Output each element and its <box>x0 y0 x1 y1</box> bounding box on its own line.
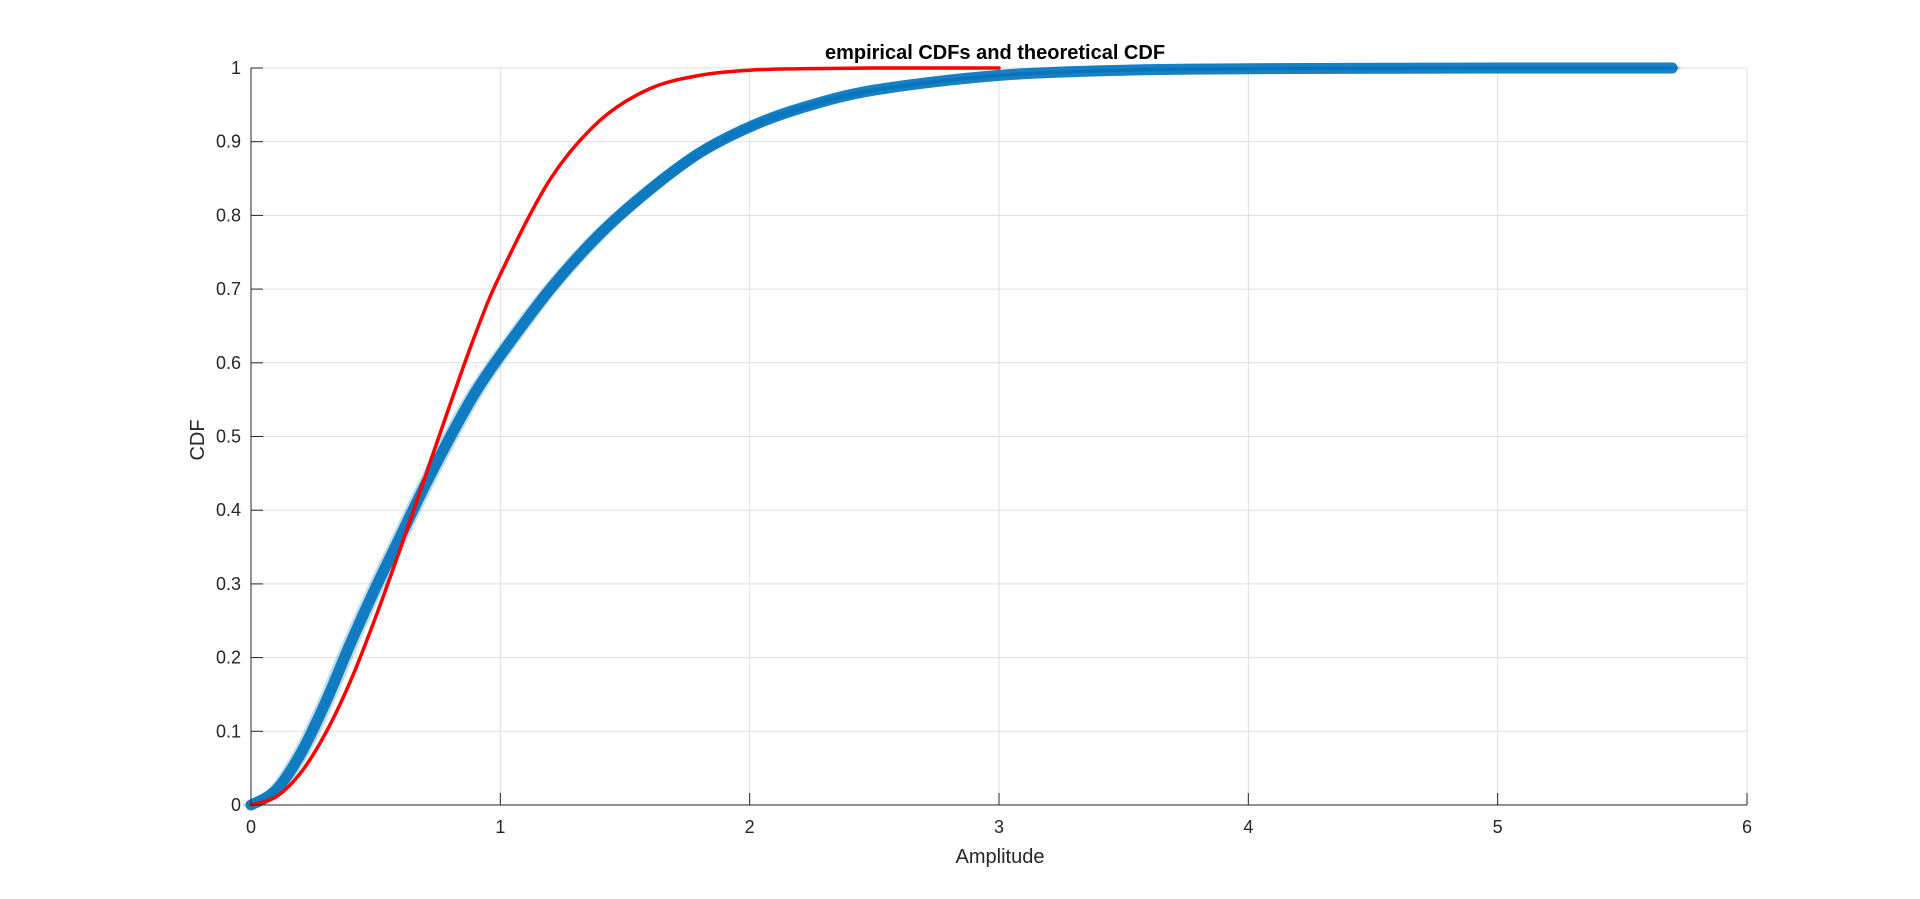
y-tick-label: 1 <box>231 58 241 78</box>
x-tick-label: 6 <box>1742 817 1752 837</box>
series-layer <box>242 62 1681 811</box>
y-tick-label: 0 <box>231 795 241 815</box>
x-tick-label: 0 <box>246 817 256 837</box>
x-tick-label: 4 <box>1243 817 1253 837</box>
y-tick-label: 0.2 <box>216 648 241 668</box>
y-tick-label: 0.5 <box>216 427 241 447</box>
y-tick-label: 0.6 <box>216 353 241 373</box>
y-tick-label: 0.3 <box>216 574 241 594</box>
x-tick-label: 3 <box>994 817 1004 837</box>
y-tick-label: 0.8 <box>216 205 241 225</box>
x-tick-label: 2 <box>745 817 755 837</box>
y-tick-label: 0.1 <box>216 721 241 741</box>
y-axis-label: CDF <box>187 419 209 460</box>
y-tick-label: 0.4 <box>216 500 241 520</box>
x-tick-label: 5 <box>1493 817 1503 837</box>
ticks: 0 1 2 3 4 5 6 0 0.1 0.2 0.3 0.4 0.5 0.6 0.7 0.8 0.9 1 <box>216 58 1752 837</box>
chart-title: empirical CDFs and theoretical CDF <box>825 42 1165 64</box>
y-tick-label: 0.7 <box>216 279 241 299</box>
empirical-cdf-band <box>245 62 1678 811</box>
y-tick-label: 0.9 <box>216 132 241 152</box>
grid <box>250 67 1748 806</box>
theoretical-cdf-line <box>249 66 1001 807</box>
x-axis-label: Amplitude <box>956 846 1045 868</box>
x-tick-label: 1 <box>495 817 505 837</box>
